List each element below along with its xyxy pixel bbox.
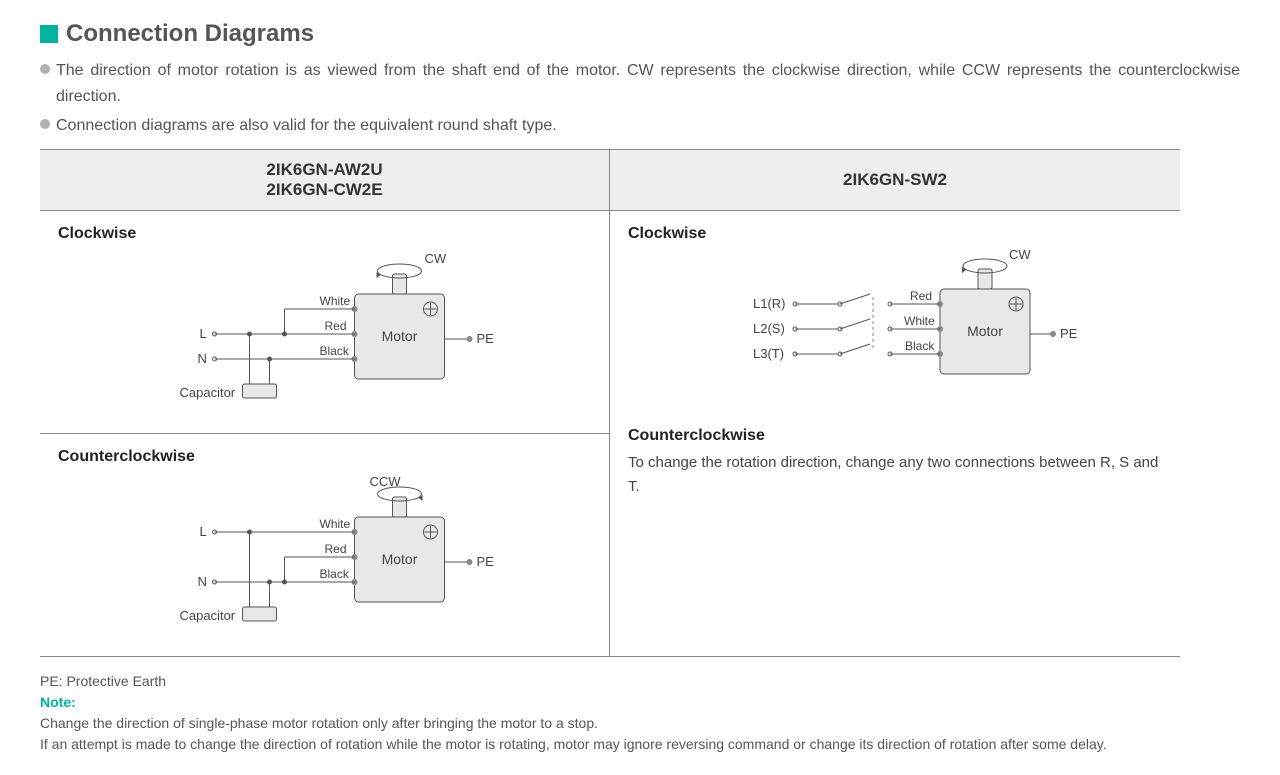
- footer-note1: Change the direction of single-phase mot…: [40, 713, 1240, 734]
- svg-text:Motor: Motor: [382, 551, 418, 567]
- svg-text:Red: Red: [325, 319, 347, 333]
- svg-text:L3(T): L3(T): [753, 346, 784, 361]
- svg-text:N: N: [198, 574, 207, 589]
- svg-text:White: White: [904, 314, 935, 328]
- diagram-table: 2IK6GN-AW2U 2IK6GN-CW2E 2IK6GN-SW2 Clock…: [40, 149, 1180, 657]
- note-label: Note:: [40, 694, 76, 710]
- desc-three-ccw: To change the rotation direction, change…: [628, 451, 1162, 499]
- svg-text:Capacitor: Capacitor: [180, 608, 236, 623]
- svg-text:CCW: CCW: [370, 474, 402, 489]
- svg-text:N: N: [198, 351, 207, 366]
- cell-single-ccw: Counterclockwise Motor CCW PE White Red: [40, 434, 610, 657]
- svg-text:Black: Black: [905, 339, 935, 353]
- page-title: Connection Diagrams: [66, 20, 314, 48]
- header-left-line2: 2IK6GN-CW2E: [40, 180, 609, 200]
- label-ccw: Counterclockwise: [58, 448, 591, 466]
- svg-text:PE: PE: [1060, 326, 1078, 341]
- svg-text:White: White: [320, 294, 351, 308]
- svg-text:PE: PE: [477, 554, 495, 569]
- svg-text:Capacitor: Capacitor: [180, 385, 236, 400]
- svg-text:PE: PE: [477, 331, 495, 346]
- svg-text:L1(R): L1(R): [753, 296, 786, 311]
- label-three-ccw: Counterclockwise: [628, 427, 1162, 445]
- bullet-1-text: The direction of motor rotation is as vi…: [56, 58, 1240, 109]
- diagram-single-cw: Motor CW PE White: [58, 249, 591, 419]
- svg-text:Red: Red: [910, 289, 932, 303]
- svg-text:CW: CW: [425, 251, 447, 266]
- cell-single-cw: Clockwise Motor CW PE: [40, 211, 610, 434]
- svg-text:CW: CW: [1009, 249, 1031, 262]
- col-header-right: 2IK6GN-SW2: [610, 150, 1180, 211]
- label-three-cw: Clockwise: [628, 225, 1162, 243]
- header-left-line1: 2IK6GN-AW2U: [40, 160, 609, 180]
- bullet-dot-icon: [40, 119, 50, 129]
- svg-text:White: White: [320, 517, 351, 531]
- bullet-1: The direction of motor rotation is as vi…: [40, 58, 1240, 109]
- svg-text:Red: Red: [325, 542, 347, 556]
- cell-three-phase: Clockwise Motor CW PE Red White: [610, 211, 1180, 657]
- svg-text:L: L: [200, 326, 207, 341]
- diagram-three-cw: Motor CW PE Red White Black: [628, 249, 1162, 409]
- title-row: Connection Diagrams: [40, 20, 1240, 48]
- bullet-dot-icon: [40, 64, 50, 74]
- diagram-single-ccw: Motor CCW PE White Red Black: [58, 472, 591, 642]
- svg-text:L2(S): L2(S): [753, 321, 785, 336]
- col-header-left: 2IK6GN-AW2U 2IK6GN-CW2E: [40, 150, 610, 211]
- svg-text:Black: Black: [320, 567, 350, 581]
- svg-text:Motor: Motor: [382, 328, 418, 344]
- label-cw: Clockwise: [58, 225, 591, 243]
- title-square-icon: [40, 25, 58, 43]
- svg-text:Black: Black: [320, 344, 350, 358]
- footer-note2: If an attempt is made to change the dire…: [40, 734, 1240, 755]
- bullet-2-text: Connection diagrams are also valid for t…: [56, 113, 1240, 139]
- svg-text:L: L: [200, 524, 207, 539]
- footer: PE: Protective Earth Note: Change the di…: [40, 671, 1240, 755]
- bullet-2: Connection diagrams are also valid for t…: [40, 113, 1240, 139]
- svg-text:Motor: Motor: [967, 323, 1003, 339]
- footer-pe: PE: Protective Earth: [40, 671, 1240, 692]
